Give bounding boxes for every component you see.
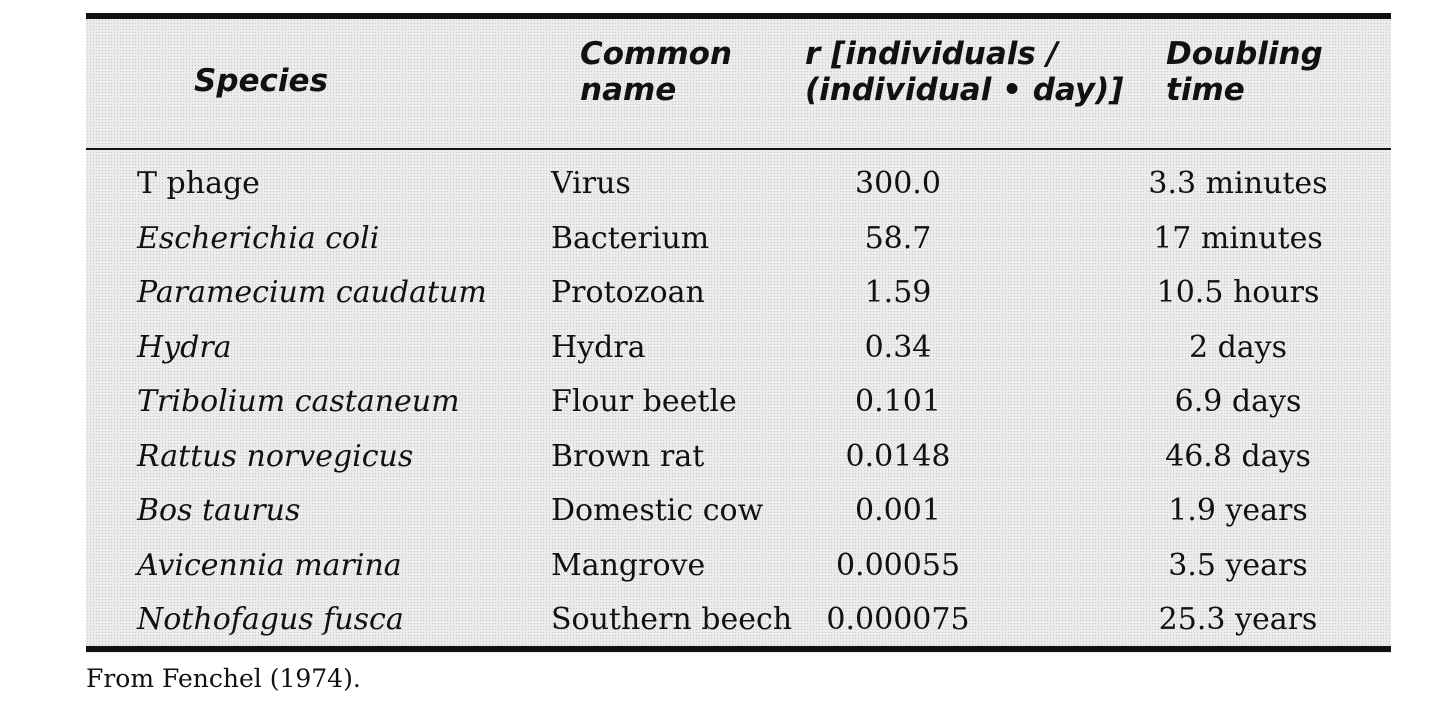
doubling-time-cell: 3.3 minutes — [1148, 166, 1328, 201]
doubling-time-cell: 46.8 days — [1165, 438, 1311, 474]
table-row: Hydra Hydra 0.34 2 days — [0, 322, 1430, 374]
species-cell: Nothofagus fusca — [137, 602, 404, 637]
table-row: Avicennia marina Mangrove 0.00055 3.5 years — [0, 540, 1430, 592]
common-name-cell: Hydra — [551, 329, 646, 365]
doubling-time-cell: 3.5 years — [1168, 547, 1308, 583]
table-top-rule — [86, 13, 1391, 19]
r-value-cell: 0.0148 — [845, 438, 951, 474]
r-value-cell: 0.000075 — [826, 602, 970, 637]
table-row: Nothofagus fusca Southern beech 0.000075 25… — [0, 594, 1430, 646]
species-cell: Hydra — [137, 329, 232, 365]
table-row: Rattus norvegicus Brown rat 0.0148 46.8 day… — [0, 431, 1430, 483]
r-value-cell: 58.7 — [864, 220, 932, 256]
species-cell: Escherichia coli — [137, 220, 380, 256]
common-name-cell: Flour beetle — [551, 384, 737, 419]
doubling-time-cell: 10.5 hours — [1156, 275, 1320, 310]
common-name-cell: Brown rat — [551, 438, 705, 474]
common-name-cell: Virus — [551, 166, 631, 201]
source-note: From Fenchel (1974). — [86, 664, 361, 693]
common-name-cell: Southern beech — [551, 602, 793, 637]
table-row: Bos taurus Domestic cow 0.001 1.9 years — [0, 485, 1430, 537]
table-bottom-rule — [86, 646, 1391, 652]
table-panel — [86, 13, 1391, 653]
common-name-cell: Bacterium — [551, 220, 710, 256]
header-doubling-time: Doubling time — [1166, 36, 1323, 108]
doubling-time-cell: 17 minutes — [1153, 220, 1323, 256]
header-species: Species — [194, 63, 329, 99]
species-cell: Avicennia marina — [137, 547, 402, 583]
header-r: r [individuals / (individual • day)] — [805, 36, 1124, 108]
species-cell: T phage — [137, 166, 260, 201]
species-cell: Bos taurus — [137, 493, 301, 528]
r-value-cell: 0.34 — [864, 329, 932, 365]
table-row: Tribolium castaneum Flour beetle 0.101 6.9 … — [0, 376, 1430, 428]
r-value-cell: 1.59 — [864, 275, 932, 310]
common-name-cell: Protozoan — [551, 275, 705, 310]
doubling-time-cell: 2 days — [1188, 329, 1288, 365]
header-common-name: Common name — [580, 36, 733, 108]
doubling-time-cell: 6.9 days — [1174, 384, 1302, 419]
r-value-cell: 0.00055 — [835, 547, 961, 583]
table-row: Escherichia coli Bacterium 58.7 17 minutes — [0, 213, 1430, 265]
r-value-cell: 300.0 — [855, 166, 941, 201]
r-value-cell: 0.001 — [855, 493, 941, 528]
common-name-cell: Domestic cow — [551, 493, 764, 528]
doubling-time-cell: 1.9 years — [1168, 493, 1308, 528]
r-value-cell: 0.101 — [855, 384, 941, 419]
species-cell: Rattus norvegicus — [137, 438, 414, 474]
common-name-cell: Mangrove — [551, 547, 706, 583]
species-cell: Tribolium castaneum — [137, 384, 460, 419]
table-row: T phage Virus 300.0 3.3 minutes — [0, 158, 1430, 210]
table-row: Paramecium caudatum Protozoan 1.59 10.5 hou… — [0, 267, 1430, 319]
species-cell: Paramecium caudatum — [137, 275, 487, 310]
table-header-rule — [86, 148, 1391, 150]
doubling-time-cell: 25.3 years — [1158, 602, 1318, 637]
